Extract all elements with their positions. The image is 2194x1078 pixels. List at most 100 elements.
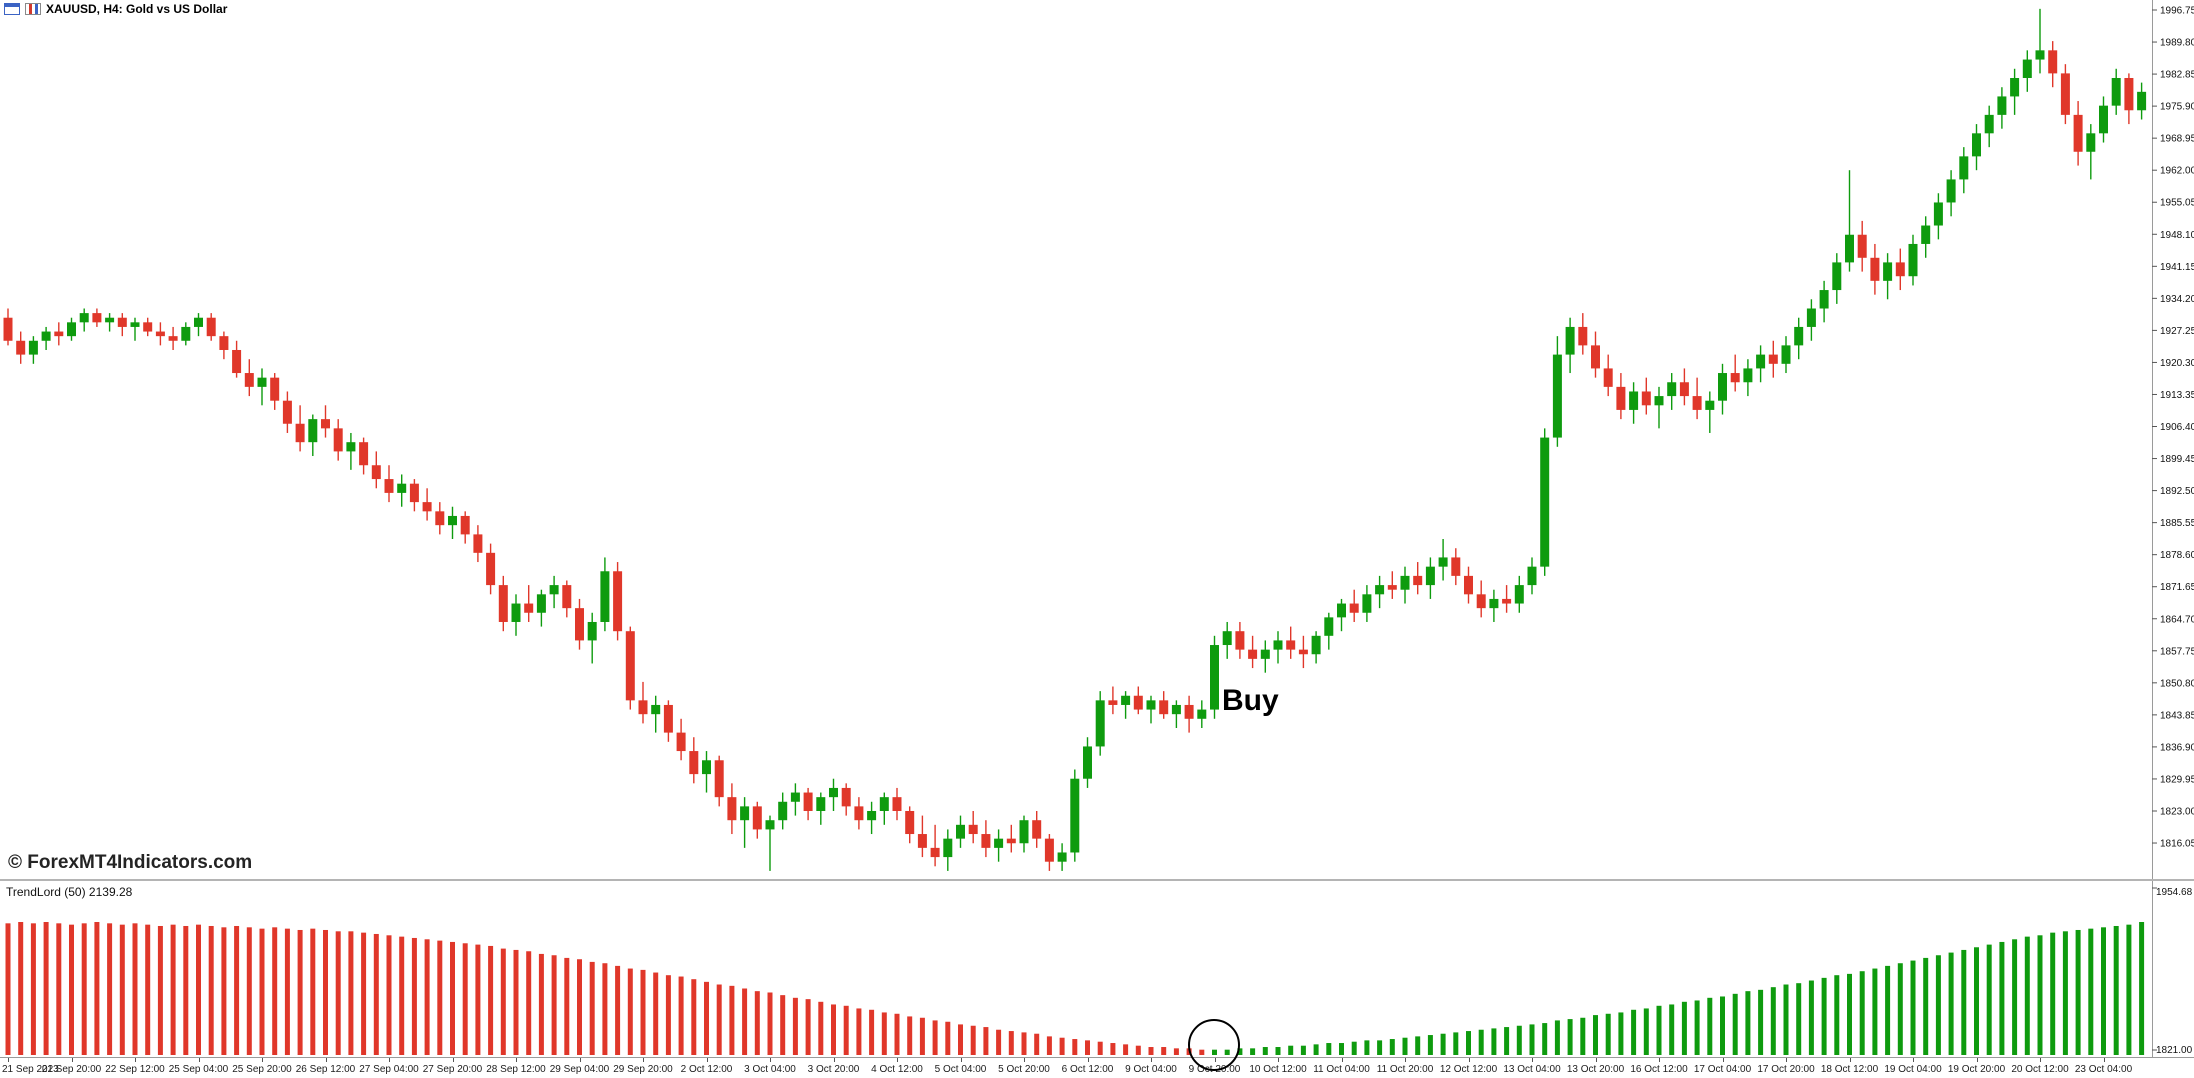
- histogram-bar: [754, 991, 760, 1055]
- time-axis-label: 9 Oct 04:00: [1125, 1064, 1177, 1075]
- candle-body: [1667, 382, 1677, 397]
- chart-title: XAUUSD, H4: Gold vs US Dollar: [46, 2, 228, 16]
- histogram-bar: [1935, 955, 1941, 1055]
- histogram-bar: [361, 932, 367, 1055]
- candle: [879, 792, 889, 825]
- time-axis-label: 29 Sep 20:00: [613, 1064, 673, 1075]
- time-axis-label: 4 Oct 12:00: [871, 1064, 923, 1075]
- candle-body: [1870, 257, 1880, 281]
- time-axis-label: 10 Oct 12:00: [1249, 1064, 1307, 1075]
- candle: [168, 326, 178, 350]
- candle-body: [1337, 603, 1346, 618]
- price-axis-label: 1878.60: [2160, 550, 2194, 561]
- candle: [1756, 345, 1766, 383]
- candle: [1641, 377, 1651, 415]
- histogram-bar: [1402, 1037, 1408, 1055]
- candle: [194, 313, 203, 337]
- pane-separator[interactable]: [0, 879, 2194, 881]
- indicator-pane-svg[interactable]: 1954.68 1821.00: [0, 881, 2194, 1057]
- candle: [638, 681, 648, 724]
- candle: [1705, 391, 1715, 433]
- time-axis-tick: [897, 1058, 898, 1062]
- candle-body: [1057, 852, 1067, 862]
- candle: [803, 787, 813, 821]
- main-chart-svg[interactable]: 1996.75 1989.80 1982.85 1975.90 1968.95 1962.…: [0, 0, 2194, 880]
- candle: [1819, 280, 1829, 323]
- candle-body: [1997, 96, 2007, 115]
- candle: [1311, 631, 1321, 664]
- price-axis-label: 1892.50: [2160, 486, 2194, 497]
- candle-body: [2035, 50, 2045, 60]
- candle: [2022, 50, 2032, 92]
- candle-body: [2111, 77, 2121, 106]
- candle: [206, 313, 216, 341]
- candle-body: [1756, 354, 1766, 369]
- candle-body: [1591, 345, 1600, 369]
- time-axis[interactable]: 21 Sep 2023 21 Sep 20:00 22 Sep 12:00 25 Se…: [0, 1057, 2194, 1078]
- candle: [219, 331, 229, 360]
- candle: [956, 815, 965, 848]
- histogram-bar: [2088, 928, 2094, 1055]
- histogram-bar: [780, 995, 786, 1055]
- candle-body: [1641, 391, 1651, 406]
- candle-body: [155, 331, 165, 337]
- candle-body: [1298, 649, 1308, 655]
- candle: [448, 506, 457, 539]
- histogram-bar: [132, 923, 138, 1055]
- candle: [1057, 843, 1067, 871]
- candle-body: [511, 603, 521, 622]
- candle-body: [1108, 700, 1118, 705]
- candle-body: [651, 704, 661, 715]
- candle-body: [1083, 746, 1092, 779]
- candle-body: [905, 810, 915, 835]
- candle-body: [867, 810, 877, 821]
- candle: [676, 718, 686, 761]
- candle: [854, 797, 864, 830]
- histogram-bar: [742, 988, 748, 1055]
- candle: [536, 589, 546, 627]
- candle: [1451, 548, 1461, 586]
- candle-body: [270, 377, 280, 401]
- candle: [1654, 386, 1664, 429]
- candle-body: [2137, 91, 2147, 111]
- time-axis-tick: [643, 1058, 644, 1062]
- candle: [1044, 834, 1054, 871]
- histogram-bar: [1554, 1020, 1560, 1055]
- candle-body: [282, 400, 292, 424]
- candle: [1337, 598, 1346, 632]
- histogram-bar: [234, 925, 240, 1055]
- histogram-bar: [1618, 1012, 1624, 1055]
- candle-body: [194, 317, 203, 327]
- time-axis-label: 25 Sep 20:00: [232, 1064, 292, 1075]
- histogram-bar: [1808, 980, 1814, 1055]
- candle-body: [2124, 77, 2134, 111]
- time-axis-tick: [1532, 1058, 1533, 1062]
- candle-body: [384, 479, 394, 493]
- candle: [1489, 589, 1499, 622]
- histogram-bar: [2101, 927, 2106, 1055]
- histogram-bar: [602, 963, 608, 1055]
- candle: [270, 373, 280, 410]
- histogram-bar: [1440, 1033, 1446, 1055]
- time-axis-label: 17 Oct 20:00: [1757, 1064, 1815, 1075]
- histogram-bar: [1377, 1040, 1383, 1055]
- candle-body: [359, 442, 369, 466]
- price-axis-label: 1913.35: [2160, 390, 2194, 401]
- time-axis-label: 21 Sep 20:00: [41, 1064, 102, 1075]
- time-axis-label: 21 Sep 2023: [2, 1064, 59, 1075]
- histogram-bar: [538, 953, 544, 1055]
- histogram-bar: [1910, 960, 1916, 1055]
- candle-body: [244, 373, 254, 387]
- candle: [41, 326, 51, 350]
- candle-body: [1489, 598, 1499, 609]
- histogram-bar: [56, 923, 62, 1055]
- candle-body: [1210, 645, 1219, 710]
- time-axis-label: 25 Sep 04:00: [168, 1064, 229, 1075]
- histogram-bar: [69, 924, 74, 1055]
- histogram-bar: [323, 929, 328, 1055]
- histogram-bar: [818, 1001, 824, 1055]
- candle-body: [1819, 290, 1829, 309]
- candle: [67, 317, 76, 341]
- candle-body: [625, 631, 635, 701]
- histogram-bar: [1872, 968, 1878, 1055]
